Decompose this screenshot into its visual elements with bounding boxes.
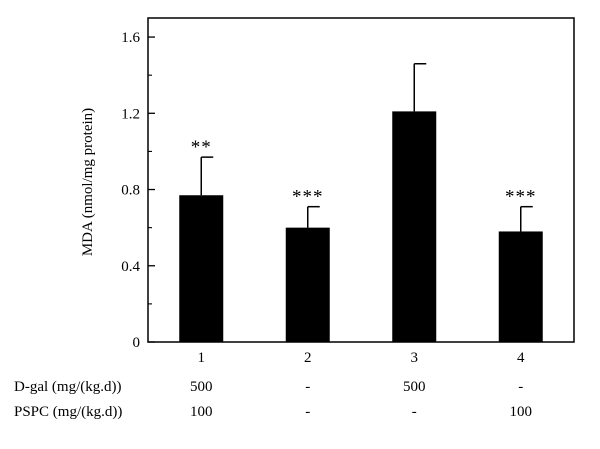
significance-label: *** xyxy=(292,187,324,208)
y-tick-label: 0.8 xyxy=(121,183,140,199)
treatment-row-value: 500 xyxy=(190,379,213,395)
y-axis-title: MDA (nmol/mg protein) xyxy=(80,108,96,256)
error-bars xyxy=(200,62,533,232)
significance-label: *** xyxy=(505,187,537,208)
treatment-row-value: - xyxy=(305,379,310,395)
treatment-row-label: D-gal (mg/(kg.d)) xyxy=(14,379,121,395)
x-tick-label: 1 xyxy=(198,350,206,366)
bar-1 xyxy=(179,195,224,342)
treatment-row-value: - xyxy=(412,404,417,420)
treatment-row-value: - xyxy=(518,379,523,395)
plot-frame xyxy=(147,17,575,343)
x-tick-label: 2 xyxy=(304,350,312,366)
bar-2 xyxy=(285,227,330,342)
treatment-row-value: 100 xyxy=(510,404,533,420)
treatment-row-value: 500 xyxy=(403,379,426,395)
bar-4 xyxy=(498,231,543,342)
bars xyxy=(179,111,543,342)
bar-3 xyxy=(392,111,437,342)
y-tick-label: 0 xyxy=(133,335,141,351)
treatment-row-value: 100 xyxy=(190,404,213,420)
significance-label: ** xyxy=(191,137,212,158)
treatment-table: D-gal (mg/(kg.d)) 500 - 500 - PSPC (mg/(kg.d)… xyxy=(14,379,532,420)
y-tick-label: 1.6 xyxy=(121,30,140,46)
treatment-row-value: - xyxy=(305,404,310,420)
y-tick-label: 0.4 xyxy=(121,259,140,275)
x-tick-label: 4 xyxy=(517,350,525,366)
y-tick-label: 1.2 xyxy=(121,106,140,122)
treatment-row-label: PSPC (mg/(kg.d)) xyxy=(14,404,122,420)
tick-labels: 0 0.4 0.8 1.2 1.6 1 2 3 4 xyxy=(121,30,525,366)
x-tick-label: 3 xyxy=(411,350,419,366)
significance-markers: ***** *** xyxy=(191,137,537,208)
